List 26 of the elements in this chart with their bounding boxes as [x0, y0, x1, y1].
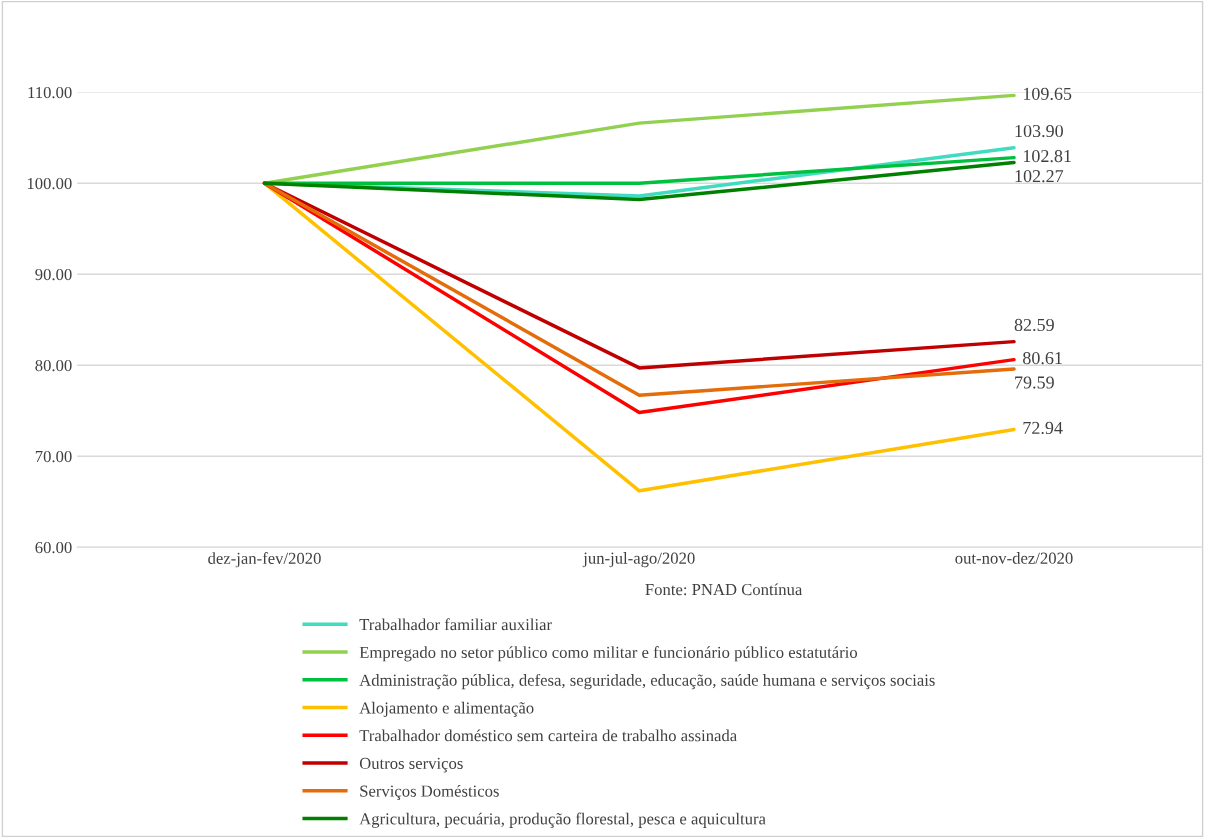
data-label: 72.94: [1023, 421, 1063, 435]
data-label: 102.81: [1023, 149, 1071, 163]
legend-label: Trabalhador familiar auxiliar: [359, 618, 552, 631]
x-tick-label: jun-jul-ago/2020: [582, 552, 695, 568]
data-label: 102.27: [1015, 169, 1064, 183]
x-tick-label: out-nov-dez/2020: [955, 552, 1073, 564]
legend-label: Administração pública, defesa, seguridade, educação, saúde humana e serviços sociais: [359, 673, 935, 690]
x-tick-label: dez-jan-fev/2020: [208, 552, 321, 568]
data-label: 79.59: [1015, 376, 1054, 389]
y-tick-label: 90.00: [35, 268, 72, 281]
legend-label: Empregado no setor público como militar e funcionário público estatutário: [359, 646, 858, 662]
legend-label: Trabalhador doméstico sem carteira de trabalho assinada: [359, 729, 737, 742]
data-label: 109.65: [1023, 87, 1072, 100]
source-note: Fonte: PNAD Contínua: [645, 583, 803, 596]
y-tick-label: 70.00: [35, 450, 72, 463]
y-tick-label: 100.00: [27, 177, 72, 190]
data-label: 82.59: [1014, 318, 1054, 332]
legend-label: Serviços Domésticos: [360, 784, 499, 801]
data-label: 80.61: [1023, 351, 1062, 365]
y-tick-label: 60.00: [35, 541, 72, 554]
data-label: 103.90: [1015, 124, 1063, 138]
legend-label: Outros serviços: [359, 757, 463, 773]
legend-label: Agricultura, pecuária, produção florestal, pesca e aquicultura: [359, 812, 766, 828]
y-tick-label: 110.00: [28, 86, 72, 99]
legend-label: Alojamento e alimentação: [359, 701, 534, 717]
y-tick-label: 80.00: [35, 359, 72, 372]
